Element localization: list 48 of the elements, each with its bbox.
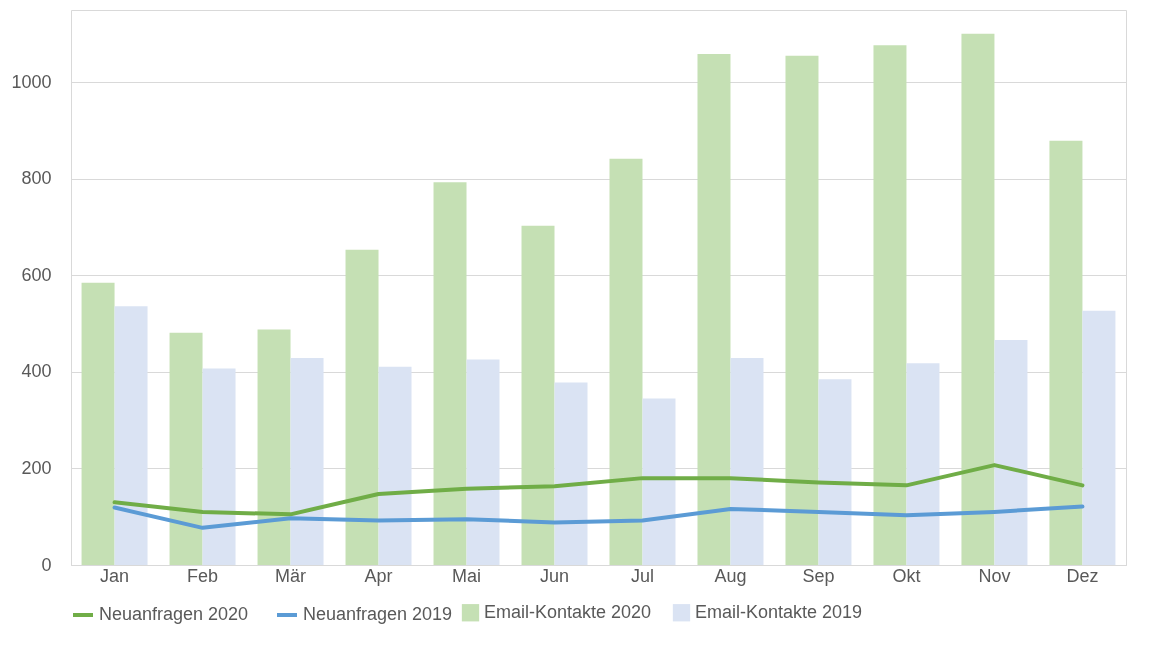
bar <box>818 379 852 565</box>
bar <box>873 45 907 565</box>
x-tick-label: Jan <box>100 565 130 586</box>
bar <box>730 357 764 565</box>
x-tick-label: Aug <box>714 565 747 586</box>
bar <box>1049 140 1083 565</box>
line-series <box>112 463 1085 517</box>
x-tick-label: Feb <box>187 565 219 586</box>
bar <box>1082 310 1116 565</box>
bar <box>697 53 731 565</box>
legend-label: Email-Kontakte 2020 <box>484 601 652 622</box>
x-tick-label: Apr <box>364 565 393 586</box>
y-tick-label: 200 <box>21 457 52 478</box>
bar <box>961 33 995 565</box>
bar <box>345 249 379 565</box>
legend-label: Neuanfragen 2020 <box>99 604 249 624</box>
x-tick-label: Jul <box>630 565 654 586</box>
y-tick-label: 1000 <box>11 71 52 92</box>
x-tick-label: Jun <box>539 565 570 586</box>
bar <box>114 306 148 565</box>
line-series <box>112 504 1085 530</box>
x-tick-label: Okt <box>892 565 921 586</box>
bar <box>433 182 467 565</box>
bar <box>994 340 1028 565</box>
bar <box>378 366 412 565</box>
bar <box>202 368 236 565</box>
x-tick-label: Sep <box>802 565 835 586</box>
y-tick-label: 800 <box>21 168 52 189</box>
bar <box>642 398 676 565</box>
bar <box>906 363 940 565</box>
bar <box>466 359 500 565</box>
x-tick-label: Mai <box>452 565 482 586</box>
bar <box>81 282 115 565</box>
y-tick-label: 600 <box>21 264 52 285</box>
x-tick-label: Nov <box>978 565 1011 586</box>
x-tick-label: Mär <box>275 565 307 586</box>
x-tick-label: Dez <box>1066 565 1099 586</box>
bar <box>554 382 588 565</box>
bar <box>609 158 643 565</box>
bar <box>169 332 203 565</box>
y-tick-label: 0 <box>41 554 52 575</box>
bar <box>290 357 324 565</box>
legend-label: Email-Kontakte 2019 <box>695 601 863 622</box>
bar <box>257 329 291 565</box>
bar <box>521 225 555 565</box>
bar <box>785 55 819 565</box>
y-tick-label: 400 <box>21 361 52 382</box>
legend-label: Neuanfragen 2019 <box>303 604 453 624</box>
